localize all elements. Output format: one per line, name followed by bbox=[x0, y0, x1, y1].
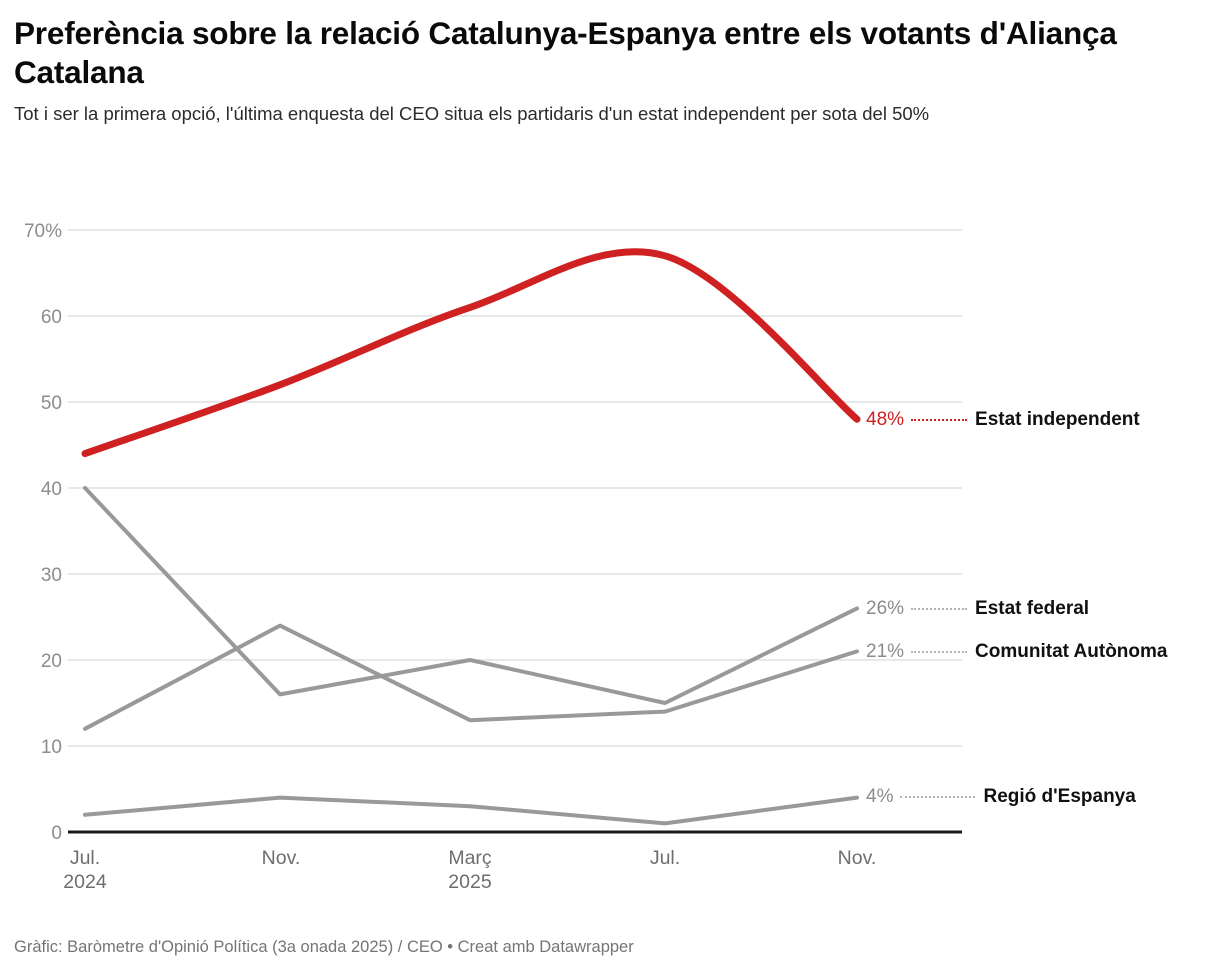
chart-header: Preferència sobre la relació Catalunya-E… bbox=[0, 0, 1220, 127]
legend-label: Estat independent bbox=[975, 409, 1140, 430]
plot-area bbox=[0, 210, 1220, 870]
x-tick-nov-2025: Nov. bbox=[838, 846, 877, 870]
x-tick-marc-2025: Març 2025 bbox=[448, 846, 491, 895]
x-tick-nov-2024: Nov. bbox=[262, 846, 301, 870]
legend-value: 4% bbox=[866, 786, 894, 807]
legend-item-estat-independent[interactable]: 48% Estat independent bbox=[866, 407, 1140, 433]
x-tick-label: Nov. bbox=[261, 847, 301, 869]
series-line[interactable] bbox=[81, 248, 861, 458]
y-tick-label: 70% bbox=[23, 221, 62, 242]
y-tick-label: 60 bbox=[40, 307, 62, 328]
y-tick-label: 10 bbox=[40, 737, 62, 758]
legend-leader-line bbox=[911, 651, 968, 653]
x-tick-label: Jul. bbox=[649, 847, 681, 869]
chart-subtitle: Tot i ser la primera opció, l'última enq… bbox=[14, 103, 930, 125]
legend-leader-line bbox=[911, 608, 968, 610]
y-tick-label: 0 bbox=[51, 823, 62, 844]
x-tick-year: 2025 bbox=[448, 871, 492, 894]
x-tick-jul-2025: Jul. bbox=[650, 846, 680, 870]
series-lines bbox=[81, 248, 861, 826]
series-line[interactable] bbox=[83, 623, 859, 731]
plot-svg bbox=[68, 229, 962, 834]
legend-leader-line bbox=[911, 419, 968, 421]
y-tick-label: 40 bbox=[40, 479, 62, 500]
y-axis-labels: 70% 60 50 40 30 20 10 0 bbox=[0, 210, 62, 870]
legend-item-estat-federal[interactable]: 26% Estat federal bbox=[866, 596, 1089, 622]
chart-title: Preferència sobre la relació Catalunya-E… bbox=[14, 15, 1117, 91]
x-tick-label: Jul. bbox=[69, 847, 101, 869]
y-tick-label: 30 bbox=[40, 565, 62, 586]
x-tick-year: 2024 bbox=[63, 871, 107, 894]
y-tick-label: 50 bbox=[40, 393, 62, 414]
legend-value: 21% bbox=[866, 641, 905, 662]
legend-label: Regió d'Espanya bbox=[983, 786, 1136, 807]
gridlines bbox=[68, 229, 962, 747]
legend-item-regio-despanya[interactable]: 4% Regió d'Espanya bbox=[866, 784, 1136, 810]
legend-label: Estat federal bbox=[975, 598, 1090, 619]
legend-label: Comunitat Autònoma bbox=[975, 641, 1168, 662]
x-tick-label: Març bbox=[448, 847, 492, 869]
series-line[interactable] bbox=[83, 486, 859, 705]
legend-item-comunitat-autonoma[interactable]: 21% Comunitat Autònoma bbox=[866, 639, 1167, 665]
x-axis-labels: Jul. 2024 Nov. Març 2025 Jul. Nov. bbox=[0, 840, 1220, 910]
legend-value: 26% bbox=[866, 598, 905, 619]
y-tick-label: 20 bbox=[40, 651, 62, 672]
x-tick-label: Nov. bbox=[837, 847, 877, 869]
series-line[interactable] bbox=[83, 795, 859, 826]
x-tick-jul-2024: Jul. 2024 bbox=[63, 846, 106, 895]
legend-value: 48% bbox=[866, 409, 905, 430]
chart-footer: Gràfic: Baròmetre d'Opinió Política (3a … bbox=[14, 938, 634, 956]
legend-leader-line bbox=[900, 796, 976, 798]
